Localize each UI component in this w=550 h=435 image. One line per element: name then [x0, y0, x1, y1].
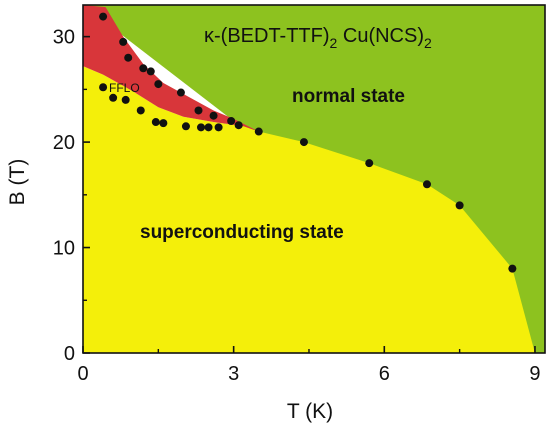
x-tick-label: 6 [379, 363, 390, 385]
fflo-label: FFLO [109, 81, 140, 95]
data-point [254, 127, 263, 136]
data-point [227, 117, 236, 125]
data-point [109, 93, 118, 102]
data-point [209, 111, 218, 120]
data-point [508, 264, 517, 273]
y-tick-label: 10 [53, 238, 75, 260]
y-tick-label: 30 [53, 27, 75, 49]
y-axis-title: B (T) [6, 159, 29, 206]
data-point [204, 123, 213, 132]
compound-title: κ-(BEDT-TTF)2 Cu(NCS)2 [204, 25, 432, 51]
data-point [365, 159, 374, 168]
y-axis-ticks: 0 10 20 30 [53, 27, 90, 365]
x-axis-ticks: 0 3 6 9 [77, 346, 541, 385]
data-point [194, 106, 203, 115]
data-point [234, 121, 243, 130]
data-point [146, 67, 155, 76]
data-point [121, 95, 130, 104]
y-tick-label: 0 [64, 343, 75, 365]
data-point [422, 180, 431, 189]
data-point [99, 83, 108, 92]
superconducting-state-region [83, 66, 535, 353]
data-point [136, 106, 145, 115]
data-point [154, 80, 163, 89]
x-tick-label: 3 [228, 363, 239, 385]
data-point [151, 118, 160, 127]
data-point [197, 123, 206, 132]
data-point [214, 123, 223, 132]
data-point [176, 88, 185, 97]
data-point [99, 12, 108, 21]
y-tick-label: 20 [53, 132, 75, 154]
x-tick-label: 0 [77, 363, 88, 385]
data-point [455, 201, 464, 210]
data-point [139, 64, 148, 73]
data-points [99, 12, 517, 273]
data-point [299, 138, 308, 147]
data-point [181, 122, 190, 131]
data-point [119, 37, 128, 46]
superconducting-state-label: superconducting state [140, 222, 344, 243]
data-point [159, 119, 168, 128]
x-tick-label: 9 [529, 363, 540, 385]
normal-state-label: normal state [292, 86, 405, 107]
data-point [124, 53, 133, 62]
plot-frame [82, 4, 546, 354]
x-axis-title: T (K) [287, 400, 333, 423]
